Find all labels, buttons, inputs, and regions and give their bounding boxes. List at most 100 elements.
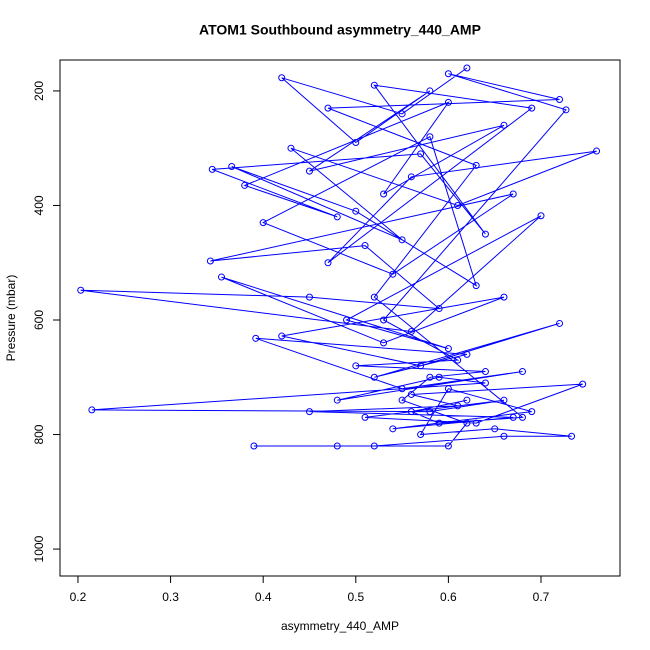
data-point (444, 70, 452, 78)
data-point (556, 319, 564, 327)
data-point (352, 207, 360, 215)
data-point (491, 425, 499, 433)
data-point (352, 362, 360, 370)
data-point (556, 96, 564, 104)
data-point (472, 419, 480, 427)
data-point (206, 257, 214, 265)
data-point (250, 442, 258, 450)
data-point (380, 339, 388, 347)
data-point (435, 419, 443, 427)
data-point (333, 442, 341, 450)
data-point (278, 74, 286, 82)
x-tick-label: 0.5 (347, 590, 364, 604)
chart-title: ATOM1 Southbound asymmetry_440_AMP (199, 22, 481, 38)
data-point (500, 293, 508, 301)
data-point (518, 413, 526, 421)
data-point (454, 402, 462, 410)
data-point (481, 379, 489, 387)
data-point (528, 104, 536, 112)
data-point (562, 106, 570, 114)
data-point (287, 144, 295, 152)
data-point (361, 413, 369, 421)
plot-frame (59, 59, 621, 577)
data-point (252, 334, 260, 342)
data-point (537, 212, 545, 220)
data-point (370, 293, 378, 301)
data-point (472, 161, 480, 169)
x-tick-label: 0.7 (533, 590, 550, 604)
data-point (528, 408, 536, 416)
data-point (389, 425, 397, 433)
data-point (518, 368, 526, 376)
data-point (398, 110, 406, 118)
data-point (417, 150, 425, 158)
data-point (407, 173, 415, 181)
data-point (463, 64, 471, 72)
data-point (426, 133, 434, 141)
data-point (370, 442, 378, 450)
plot-area (77, 64, 601, 450)
x-tick-label: 0.3 (162, 590, 179, 604)
data-point (398, 385, 406, 393)
x-axis-label: asymmetry_440_AMP (281, 619, 399, 633)
data-point (218, 273, 226, 281)
y-tick-label: 200 (32, 81, 46, 101)
data-point (481, 368, 489, 376)
data-line (80, 67, 597, 447)
data-point (305, 293, 313, 301)
data-point (324, 104, 332, 112)
data-point (324, 259, 332, 267)
data-point (278, 332, 286, 340)
data-point (333, 396, 341, 404)
data-point (454, 356, 462, 364)
data-point (380, 190, 388, 198)
data-point (444, 442, 452, 450)
data-point (463, 350, 471, 358)
data-point (407, 408, 415, 416)
data-point (417, 362, 425, 370)
data-point (568, 432, 576, 440)
y-tick-label: 800 (32, 424, 46, 444)
y-axis-label: Pressure (mbar) (4, 275, 18, 362)
data-point (398, 396, 406, 404)
data-point (407, 327, 415, 335)
data-point (435, 373, 443, 381)
y-tick-label: 400 (32, 195, 46, 215)
data-point (361, 242, 369, 250)
data-point (370, 373, 378, 381)
data-point (88, 406, 96, 414)
y-tick-label: 1000 (32, 535, 46, 562)
data-point (509, 190, 517, 198)
data-point (241, 181, 249, 189)
data-point (472, 282, 480, 290)
data-point (454, 201, 462, 209)
data-point (259, 219, 267, 227)
data-point (500, 396, 508, 404)
data-point (305, 408, 313, 416)
data-point (426, 408, 434, 416)
data-point (77, 286, 85, 294)
data-point (407, 390, 415, 398)
data-point (417, 431, 425, 439)
x-tick-label: 0.6 (440, 590, 457, 604)
data-point (208, 165, 216, 173)
data-point (343, 316, 351, 324)
data-point (444, 345, 452, 353)
data-point (228, 163, 236, 171)
data-point (509, 413, 517, 421)
data-point (305, 167, 313, 175)
data-point (500, 432, 508, 440)
y-tick-label: 600 (32, 310, 46, 330)
data-point (481, 230, 489, 238)
data-point (463, 396, 471, 404)
x-tick-label: 0.2 (70, 590, 87, 604)
data-point (463, 419, 471, 427)
data-point (352, 138, 360, 146)
data-point (380, 316, 388, 324)
data-point (435, 305, 443, 313)
data-point (333, 213, 341, 221)
data-point (389, 270, 397, 278)
data-point (370, 81, 378, 89)
data-point (426, 373, 434, 381)
data-point (593, 147, 601, 155)
